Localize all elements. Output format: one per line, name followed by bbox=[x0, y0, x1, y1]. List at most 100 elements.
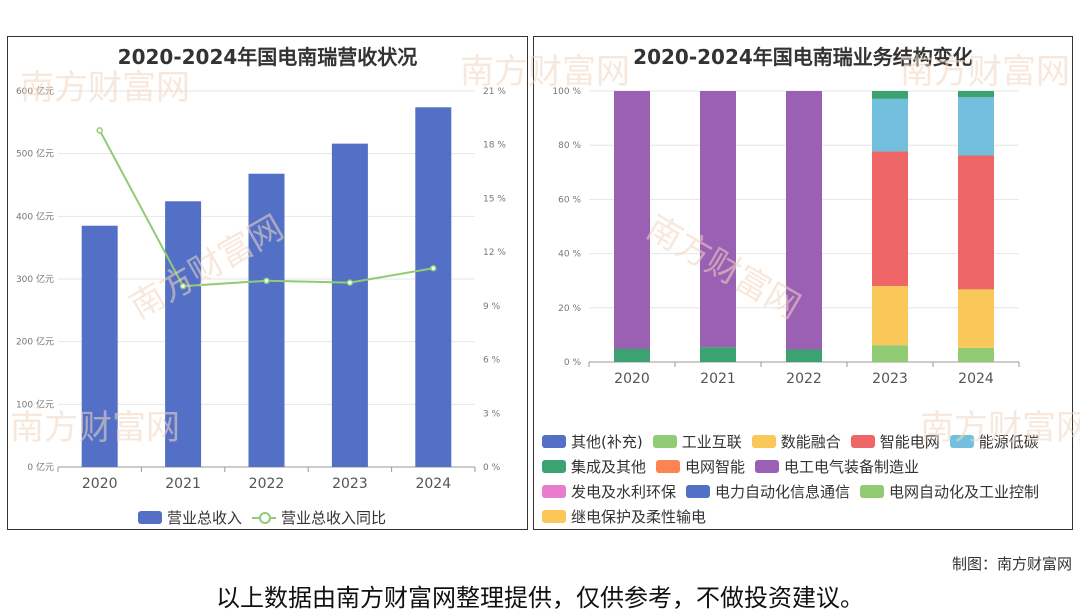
stack-segment bbox=[614, 91, 650, 349]
legend-label: 工业互联 bbox=[681, 433, 742, 451]
yoy-growth-point bbox=[430, 265, 437, 272]
legend-label: 集成及其他 bbox=[571, 458, 647, 476]
stack-segment bbox=[700, 91, 736, 348]
legend-label: 电网自动化及工业控制 bbox=[889, 483, 1040, 501]
revenue-chart-title: 2020-2024年国电南瑞营收状况 bbox=[117, 45, 418, 69]
y-right-tick-label: 9 % bbox=[483, 302, 501, 312]
x-tick-label: 2021 bbox=[700, 371, 736, 387]
y-right-tick-label: 21 % bbox=[483, 87, 506, 97]
structure-chart-svg: 0 % 20 % 40 % 60 % 80 % 100 % 2020 2021 2022 2023… bbox=[552, 87, 1020, 387]
x-tick-label: 2020 bbox=[614, 371, 650, 387]
y-tick-label: 60 % bbox=[558, 195, 581, 205]
legend-swatch bbox=[656, 460, 681, 473]
legend-swatch bbox=[542, 485, 566, 498]
legend-item[interactable]: 电力自动化信息通信 bbox=[686, 481, 850, 502]
legend-row: 其他(补充) 工业互联 数能融合 智能电网 能源低碳 bbox=[542, 431, 1049, 452]
legend-swatch bbox=[542, 460, 566, 473]
yoy-growth-point bbox=[263, 277, 270, 285]
y-right-tick-label: 6 % bbox=[483, 356, 501, 366]
y-left-tick-label: 400 亿元 bbox=[16, 210, 54, 222]
stack-segment bbox=[786, 349, 822, 362]
legend-row: 发电及水利环保 电力自动化信息通信 电网自动化及工业控制 bbox=[542, 481, 1049, 502]
revenue-bar bbox=[415, 107, 452, 467]
structure-chart-panel: 2020-2024年国电南瑞业务结构变化 0 % 20 % 40 % 60 % 80 %… bbox=[533, 36, 1073, 530]
stack-segment bbox=[614, 348, 650, 362]
legend-label: 继电保护及柔性输电 bbox=[571, 508, 707, 526]
stack-segment bbox=[958, 289, 994, 348]
revenue-bar bbox=[248, 173, 285, 467]
y-tick-label: 20 % bbox=[558, 304, 581, 314]
y-right-tick-label: 15 % bbox=[483, 194, 506, 204]
legend-label: 电网智能 bbox=[685, 458, 746, 476]
x-tick-label: 2023 bbox=[332, 476, 368, 492]
revenue-chart-legend: 营业总收入 营业总收入同比 bbox=[138, 507, 396, 528]
x-tick-label: 2021 bbox=[165, 476, 201, 492]
chart-credit: 制图：南方财富网 bbox=[951, 555, 1072, 573]
legend-item[interactable]: 电网自动化及工业控制 bbox=[860, 481, 1039, 502]
legend-item[interactable]: 营业总收入同比 bbox=[252, 507, 386, 528]
legend-item[interactable]: 智能电网 bbox=[850, 431, 940, 452]
structure-chart-title: 2020-2024年国电南瑞业务结构变化 bbox=[633, 45, 973, 69]
legend-item[interactable]: 发电及水利环保 bbox=[542, 481, 676, 502]
legend-swatch bbox=[751, 435, 776, 448]
legend-item[interactable]: 集成及其他 bbox=[542, 456, 646, 477]
legend-swatch bbox=[542, 435, 566, 448]
legend-item[interactable]: 营业总收入 bbox=[138, 507, 242, 528]
stack-segment bbox=[872, 91, 908, 99]
legend-row: 集成及其他 电网智能 电工电气装备制造业 bbox=[542, 456, 929, 477]
y-left-tick-label: 300 亿元 bbox=[16, 273, 54, 285]
legend-item[interactable]: 工业互联 bbox=[652, 431, 742, 452]
y-right-tick-label: 3 % bbox=[483, 409, 501, 419]
legend-label: 电工电气装备制造业 bbox=[784, 458, 920, 476]
legend-label: 其他(补充) bbox=[571, 433, 643, 451]
legend-swatch bbox=[860, 485, 885, 498]
revenue-bar bbox=[331, 143, 368, 467]
legend-swatch bbox=[542, 510, 566, 523]
x-tick-label: 2024 bbox=[958, 371, 994, 387]
legend-swatch bbox=[949, 435, 974, 448]
legend-item[interactable]: 继电保护及柔性输电 bbox=[542, 506, 706, 527]
y-right-tick-label: 0 % bbox=[483, 463, 501, 473]
disclaimer-text: 以上数据由南方财富网整理提供，仅供参考，不做投资建议。 bbox=[216, 584, 864, 612]
y-tick-label: 40 % bbox=[558, 250, 581, 260]
revenue-bar bbox=[165, 201, 202, 467]
stack-segment bbox=[958, 97, 994, 156]
y-tick-label: 0 % bbox=[564, 358, 582, 368]
x-tick-label: 2022 bbox=[249, 476, 285, 492]
legend-swatch bbox=[138, 511, 162, 524]
legend-label: 发电及水利环保 bbox=[571, 483, 677, 501]
legend-item[interactable]: 电网智能 bbox=[656, 456, 745, 477]
stack-segment bbox=[700, 347, 736, 362]
legend-swatch bbox=[652, 435, 677, 448]
legend-item[interactable]: 能源低碳 bbox=[949, 431, 1039, 452]
stack-segment bbox=[958, 91, 994, 98]
x-tick-label: 2020 bbox=[82, 476, 118, 492]
legend-label: 营业总收入同比 bbox=[281, 509, 387, 527]
y-left-tick-label: 200 亿元 bbox=[16, 336, 54, 348]
y-tick-label: 80 % bbox=[558, 141, 581, 151]
y-left-tick-label: 500 亿元 bbox=[16, 148, 54, 160]
legend-label: 能源低碳 bbox=[978, 433, 1039, 451]
legend-swatch bbox=[686, 485, 711, 498]
revenue-chart-panel: 2020-2024年国电南瑞营收状况 0 亿元 100 亿元 200 亿元 300 亿… bbox=[7, 36, 528, 530]
revenue-bar bbox=[81, 225, 118, 467]
legend-line-marker bbox=[252, 511, 277, 524]
x-tick-label: 2023 bbox=[872, 371, 908, 387]
y-left-tick-label: 600 亿元 bbox=[16, 85, 54, 97]
x-tick-label: 2022 bbox=[786, 371, 822, 387]
legend-item[interactable]: 电工电气装备制造业 bbox=[755, 456, 919, 477]
legend-item[interactable]: 数能融合 bbox=[751, 431, 841, 452]
stack-segment bbox=[958, 347, 994, 362]
x-tick-label: 2024 bbox=[415, 476, 451, 492]
legend-label: 电力自动化信息通信 bbox=[715, 483, 851, 501]
stack-segment bbox=[786, 91, 822, 350]
legend-swatch bbox=[850, 435, 875, 448]
y-left-tick-label: 100 亿元 bbox=[16, 398, 54, 410]
yoy-growth-point bbox=[346, 279, 354, 286]
y-tick-label: 100 % bbox=[552, 87, 581, 97]
yoy-growth-point bbox=[179, 282, 187, 290]
y-left-tick-label: 0 亿元 bbox=[27, 461, 54, 473]
legend-item[interactable]: 其他(补充) bbox=[542, 431, 643, 452]
stack-segment bbox=[872, 345, 908, 362]
yoy-growth-point bbox=[96, 127, 103, 134]
